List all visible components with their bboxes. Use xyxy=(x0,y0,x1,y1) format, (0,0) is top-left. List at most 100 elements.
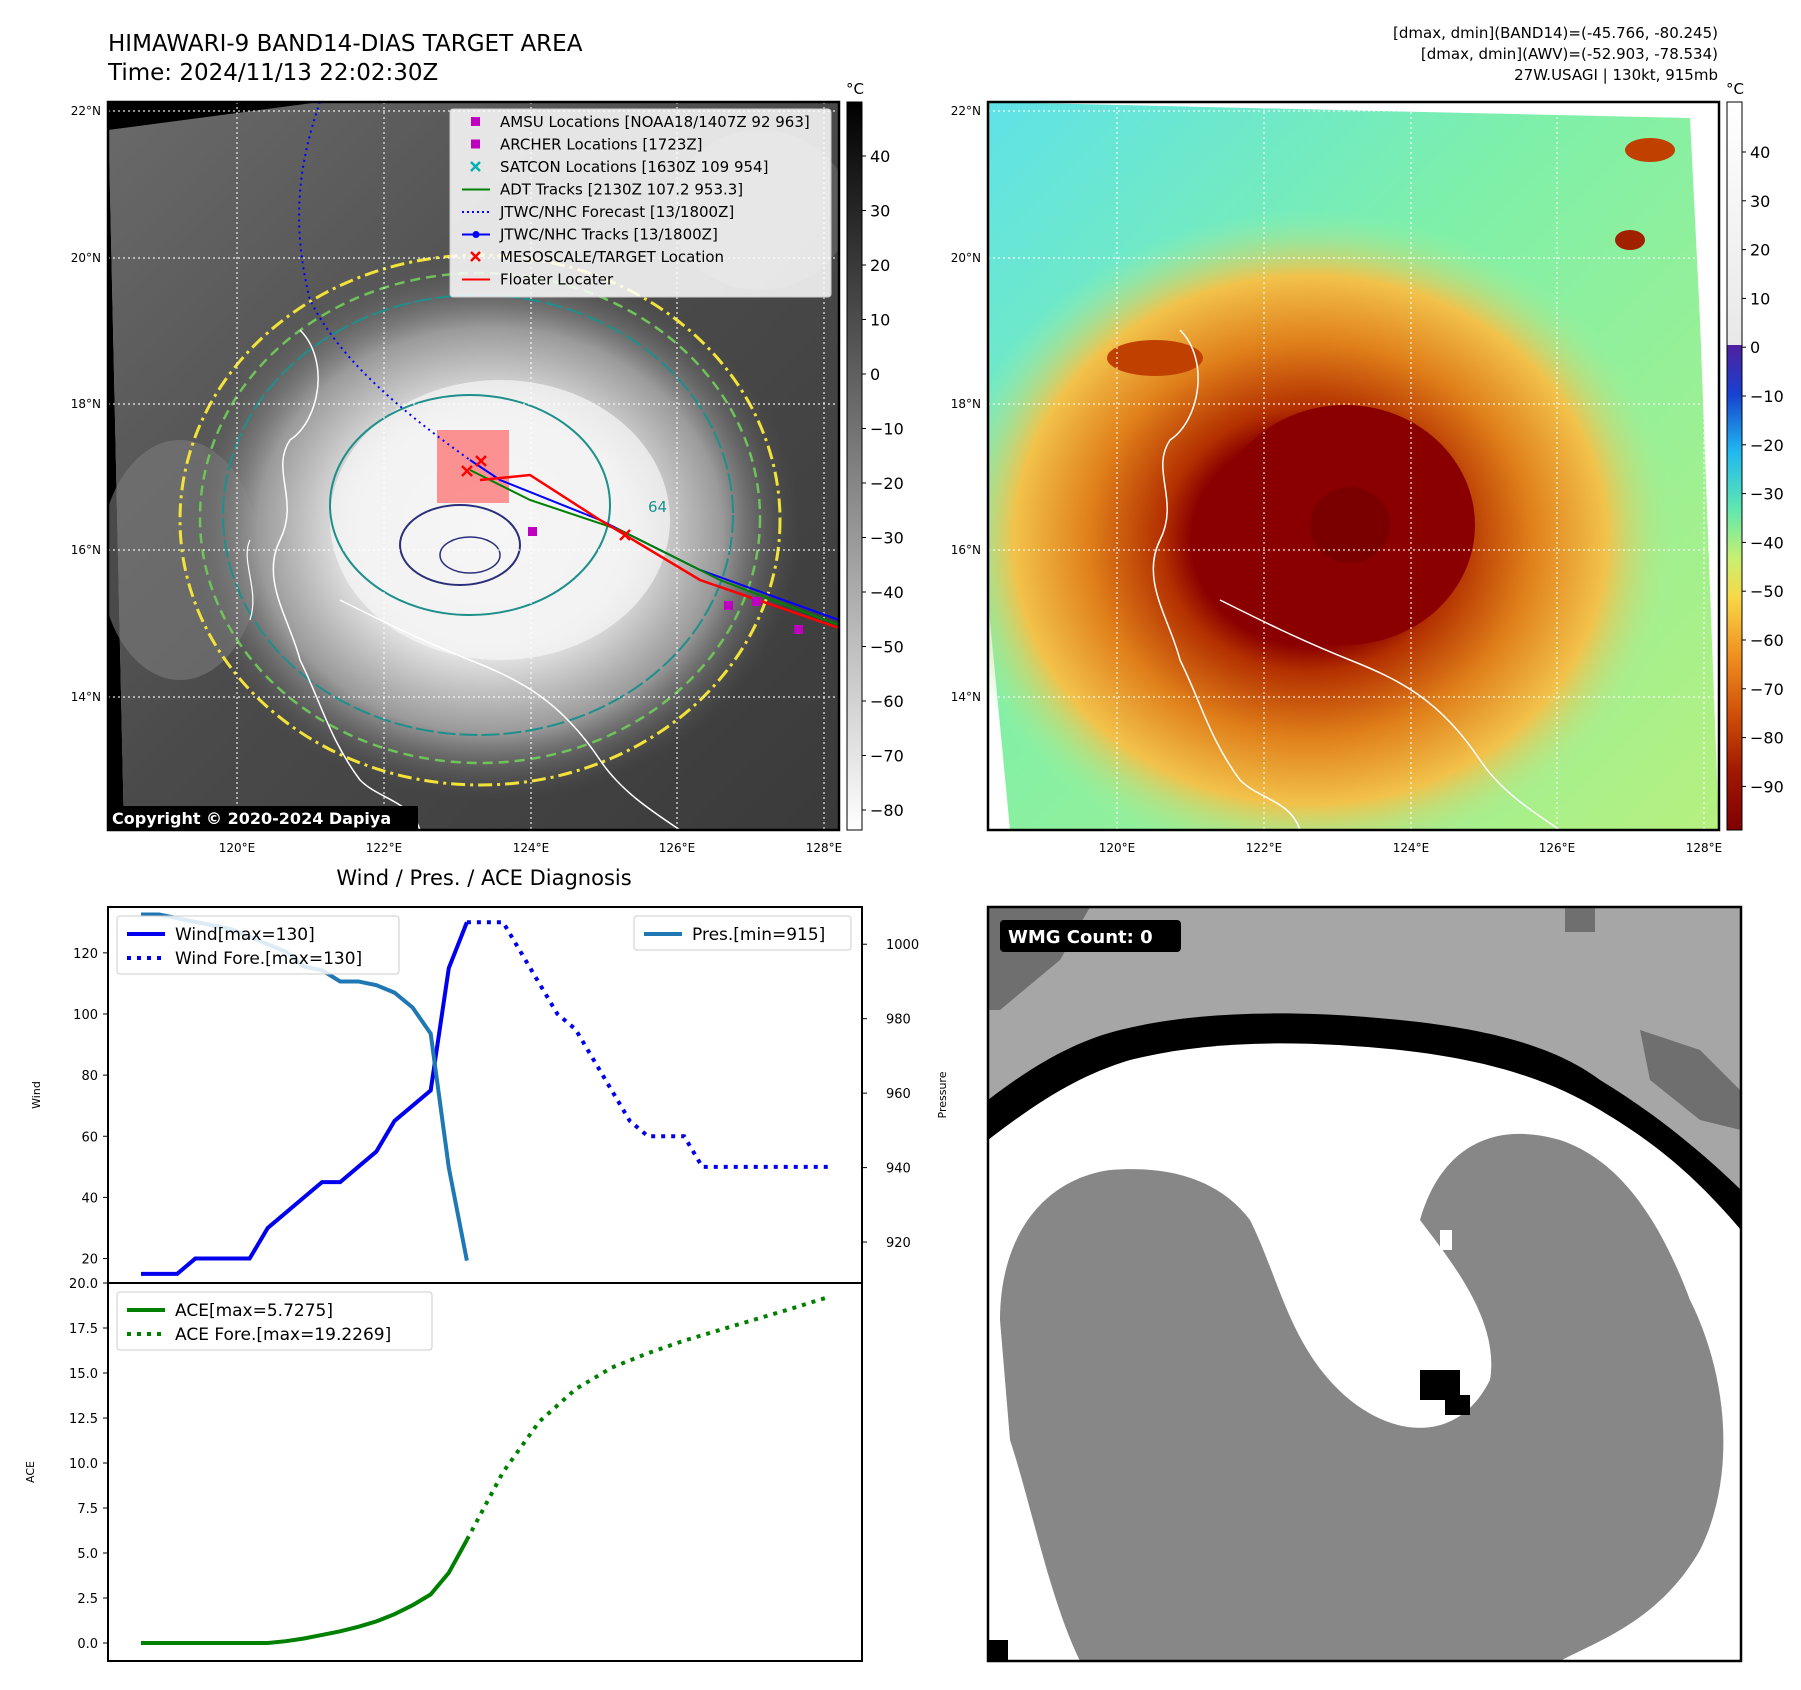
y-tick-label: 7.5 xyxy=(77,1502,98,1517)
chart-legend-box xyxy=(116,915,400,975)
legend-label: SATCON Locations [1630Z 109 954] xyxy=(500,158,768,176)
copyright-box xyxy=(108,806,418,830)
y2-tick-label: 940 xyxy=(886,1162,911,1177)
colorbar-tick: −50 xyxy=(1750,582,1784,601)
lon-tick: 124°E xyxy=(513,841,550,855)
y2-tick-label: 920 xyxy=(886,1236,911,1251)
y-tick-label: 80 xyxy=(81,1069,98,1084)
lat-tick: 14°N xyxy=(951,690,981,704)
colorbar-tick: −70 xyxy=(1750,680,1784,699)
y-tick-label: 10.0 xyxy=(69,1457,98,1472)
legend-label: JTWC/NHC Tracks [13/1800Z] xyxy=(499,226,718,244)
map-legend: AMSU Locations [NOAA18/1407Z 92 963] ARCH… xyxy=(449,108,832,298)
colorbar-tick: −90 xyxy=(1750,777,1784,796)
legend-marker-square xyxy=(471,117,480,126)
colorbar-tick: −50 xyxy=(870,638,904,657)
lon-tick: 128°E xyxy=(806,841,843,855)
info-line1: [dmax, dmin](BAND14)=(-45.766, -80.245) xyxy=(1393,24,1718,42)
y-tick-label: 100 xyxy=(73,1008,98,1023)
y-tick-label: 17.5 xyxy=(69,1322,98,1337)
target-area-box xyxy=(437,430,509,503)
colorbar-tick: 10 xyxy=(1750,289,1770,308)
colorbar-tick: −60 xyxy=(1750,631,1784,650)
pressure-axis-label: Pressure xyxy=(936,1071,949,1118)
colorbar-tick: −20 xyxy=(870,474,904,493)
lon-tick: 124°E xyxy=(1393,841,1430,855)
jtwc-forecast-track xyxy=(298,102,471,461)
legend-label: JTWC/NHC Forecast [13/1800Z] xyxy=(499,203,734,221)
lon-tick: 126°E xyxy=(1539,841,1576,855)
colorbar-tick: −40 xyxy=(870,583,904,602)
lat-tick: 16°N xyxy=(71,543,101,557)
colorbar-tick: −10 xyxy=(1750,387,1784,406)
coastline xyxy=(272,329,421,830)
series-line xyxy=(141,921,469,1276)
series-line xyxy=(141,1538,469,1645)
chart-legend-label: ACE Fore.[max=19.2269] xyxy=(175,1325,391,1345)
colorbar-tick: 40 xyxy=(1750,143,1770,162)
legend-label: Floater Locater xyxy=(500,271,614,289)
info-line3: 27W.USAGI | 130kt, 915mb xyxy=(1514,66,1718,84)
target-location-markers xyxy=(461,455,631,541)
y-tick-label: 60 xyxy=(81,1130,98,1145)
copyright-text: Copyright © 2020-2024 Dapiya xyxy=(112,809,391,828)
colorbar-tick: −80 xyxy=(1750,729,1784,748)
lat-tick: 22°N xyxy=(951,104,981,118)
ir-grayscale-map: 64 xyxy=(71,100,843,855)
amsu-markers xyxy=(528,527,803,634)
lon-tick: 120°E xyxy=(1099,841,1136,855)
colorbar-tick: −60 xyxy=(870,692,904,711)
lon-tick: 126°E xyxy=(659,841,696,855)
colorbar-tick: −80 xyxy=(870,801,904,820)
map1-frame xyxy=(106,100,841,832)
wind-pressure-chart: 20 40 60 80 100 120 920 940 960 980 1000 Wind[max=1… xyxy=(30,906,949,1284)
y2-tick-label: 960 xyxy=(886,1087,911,1102)
wmg-count-label: WMG Count: 0 xyxy=(1008,927,1153,948)
colorbar-tick: 10 xyxy=(870,311,890,330)
y2-tick-label: 980 xyxy=(886,1013,911,1028)
map2-frame xyxy=(986,100,1721,832)
legend-label: MESOSCALE/TARGET Location xyxy=(500,248,724,266)
colorbar-tick: 20 xyxy=(870,256,890,275)
chart-legend-label: ACE[max=5.7275] xyxy=(175,1301,333,1321)
colorbar-tick: −20 xyxy=(1750,436,1784,455)
floater-locater xyxy=(479,473,839,630)
ir-color-map: 22°N 20°N 18°N 16°N 14°N 120°E 122°E 124… xyxy=(951,100,1723,855)
colorbar-unit: °C xyxy=(846,80,864,98)
y-tick-label: 0.0 xyxy=(77,1637,98,1652)
series-line xyxy=(466,920,829,1169)
legend-label: AMSU Locations [NOAA18/1407Z 92 963] xyxy=(500,113,810,131)
colorbar-tick: 40 xyxy=(870,147,890,166)
colorbar-tick: 0 xyxy=(1750,338,1760,357)
diagnosis-title: Wind / Pres. / ACE Diagnosis xyxy=(336,866,631,890)
lon-tick: 120°E xyxy=(219,841,256,855)
y2-tick-label: 1000 xyxy=(886,938,919,953)
lon-tick: 128°E xyxy=(1686,841,1723,855)
colorbar-tick: 30 xyxy=(870,202,890,221)
wmg-count-box xyxy=(1000,920,1181,952)
colorbar-tick: 30 xyxy=(1750,192,1770,211)
y-tick-label: 5.0 xyxy=(77,1547,98,1562)
color-colorbar: °C 40 30 20 10 0 −10 −20 −30 −40 −50 −60 −70 −80 −90 xyxy=(1726,80,1784,831)
chart-legend-box xyxy=(633,915,852,951)
figure-title-line2: Time: 2024/11/13 22:02:30Z xyxy=(107,60,438,86)
lon-tick: 122°E xyxy=(366,841,403,855)
contour-label: 64 xyxy=(648,498,667,516)
figure-title-line1: HIMAWARI-9 BAND14-DIAS TARGET AREA xyxy=(108,31,583,57)
colorbar-tick: −70 xyxy=(870,747,904,766)
lat-tick: 20°N xyxy=(951,251,981,265)
colorbar-tick: −10 xyxy=(870,420,904,439)
chart-legend-label: Wind Fore.[max=130] xyxy=(175,949,362,969)
lon-tick: 122°E xyxy=(1246,841,1283,855)
lat-tick: 18°N xyxy=(951,397,981,411)
legend-label: ADT Tracks [2130Z 107.2 953.3] xyxy=(500,181,743,199)
legend-marker-x xyxy=(470,251,481,262)
lat-tick: 14°N xyxy=(71,690,101,704)
legend-marker-square xyxy=(471,139,480,149)
lat-tick: 18°N xyxy=(71,397,101,411)
gray-colorbar: °C 40 30 20 10 0 −10 −20 −30 −40 −50 −60 −70 −80 xyxy=(846,80,904,831)
lat-tick: 20°N xyxy=(71,251,101,265)
y-tick-label: 20 xyxy=(81,1253,98,1268)
y-tick-label: 12.5 xyxy=(69,1412,98,1427)
